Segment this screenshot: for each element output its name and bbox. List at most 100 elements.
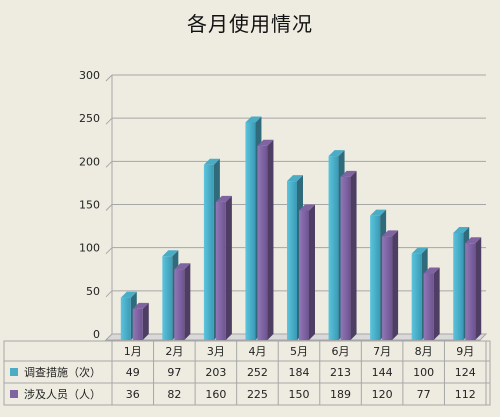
data-label: 203 <box>205 366 226 379</box>
data-label: 150 <box>289 388 310 401</box>
x-category-label: 6月 <box>332 345 350 358</box>
table-row: 调查措施（次） 49 97 203 252 184 213 144 100 124 <box>10 365 476 379</box>
gridline-bevel <box>105 247 113 255</box>
x-category-label: 7月 <box>373 345 391 358</box>
bar-side <box>433 267 440 340</box>
bar-side <box>267 139 274 340</box>
y-tick-label: 200 <box>79 155 100 168</box>
bar <box>132 302 149 340</box>
bar-top <box>340 170 357 177</box>
bar-front <box>120 297 131 340</box>
data-label: 144 <box>372 366 393 379</box>
x-category-label: 1月 <box>124 345 142 358</box>
y-tick-label: 100 <box>79 242 100 255</box>
data-label: 160 <box>205 388 226 401</box>
y-tick-label: 0 <box>93 328 100 341</box>
bar-top <box>382 230 399 237</box>
bar-top <box>423 267 440 274</box>
bar <box>423 267 440 340</box>
data-label: 100 <box>413 366 434 379</box>
bar-side <box>309 204 315 340</box>
bar <box>299 204 315 340</box>
bar-top <box>215 195 232 202</box>
bar-front <box>423 273 434 340</box>
bar-top <box>132 302 149 309</box>
y-tick-label: 250 <box>79 112 100 125</box>
data-label: 213 <box>330 366 351 379</box>
bar <box>215 195 232 340</box>
bar-top <box>162 250 179 257</box>
bar-top <box>453 226 470 233</box>
data-label: 49 <box>126 366 140 379</box>
bar-top <box>257 139 274 146</box>
bar-top <box>120 291 137 298</box>
bar <box>257 139 274 340</box>
gridline-bevel <box>105 290 113 298</box>
data-label: 36 <box>126 388 140 401</box>
bar-front <box>245 122 256 340</box>
bar-top <box>299 204 315 211</box>
data-label: 97 <box>167 366 181 379</box>
data-label: 112 <box>455 388 476 401</box>
bar-top <box>370 209 387 216</box>
bar-side <box>350 170 357 340</box>
bar-side <box>225 195 232 340</box>
bar-side <box>142 302 149 340</box>
bar <box>174 263 191 340</box>
bar-top <box>328 150 345 157</box>
data-label: 82 <box>167 388 181 401</box>
series-name: 涉及人员（人） <box>24 387 101 401</box>
gridline-bevel <box>105 160 113 168</box>
x-category-label: 5月 <box>290 345 308 358</box>
bar-front <box>299 210 309 340</box>
gridline-bevel <box>105 117 113 125</box>
legend-swatch <box>10 390 18 398</box>
bar-top <box>245 116 262 123</box>
bar <box>382 230 399 340</box>
bar-top <box>174 263 191 270</box>
x-category-label: 8月 <box>415 345 433 358</box>
bar-front <box>340 176 351 340</box>
bar <box>340 170 357 340</box>
x-category-label: 4月 <box>248 345 266 358</box>
bar-side <box>392 230 399 340</box>
bar-top <box>411 247 428 254</box>
data-label: 189 <box>330 388 351 401</box>
x-category-label: 3月 <box>207 345 225 358</box>
bar-side <box>184 263 191 340</box>
bar-front <box>370 215 381 340</box>
bar-front <box>162 256 173 340</box>
series-name: 调查措施（次） <box>24 365 101 379</box>
table-row: 涉及人员（人） 36 82 160 225 150 189 120 77 112 <box>10 387 476 401</box>
bar-front <box>411 253 422 340</box>
chart-title: 各月使用情况 <box>187 12 313 36</box>
data-label: 184 <box>289 366 310 379</box>
bar-top <box>287 175 303 182</box>
y-tick-label: 300 <box>79 69 100 82</box>
bar-front <box>257 145 268 340</box>
bar-front <box>465 243 476 340</box>
data-label: 120 <box>372 388 393 401</box>
bar-top <box>203 158 220 165</box>
bar-front <box>328 156 339 340</box>
y-tick-label: 50 <box>86 285 100 298</box>
gridline-bevel <box>105 204 113 211</box>
bar-top <box>465 237 482 244</box>
gridline-bevel <box>105 74 113 82</box>
y-tick-label: 150 <box>79 199 100 212</box>
bar-front <box>287 181 297 340</box>
data-label: 225 <box>247 388 268 401</box>
data-label: 252 <box>247 366 268 379</box>
data-label: 124 <box>455 366 476 379</box>
bar-front <box>203 164 214 340</box>
bar-side <box>475 237 482 340</box>
bar-front <box>215 201 226 340</box>
bar-front <box>174 269 185 340</box>
x-category-label: 9月 <box>456 345 474 358</box>
bar <box>465 237 482 340</box>
data-label: 77 <box>417 388 431 401</box>
bar-front <box>453 232 464 340</box>
